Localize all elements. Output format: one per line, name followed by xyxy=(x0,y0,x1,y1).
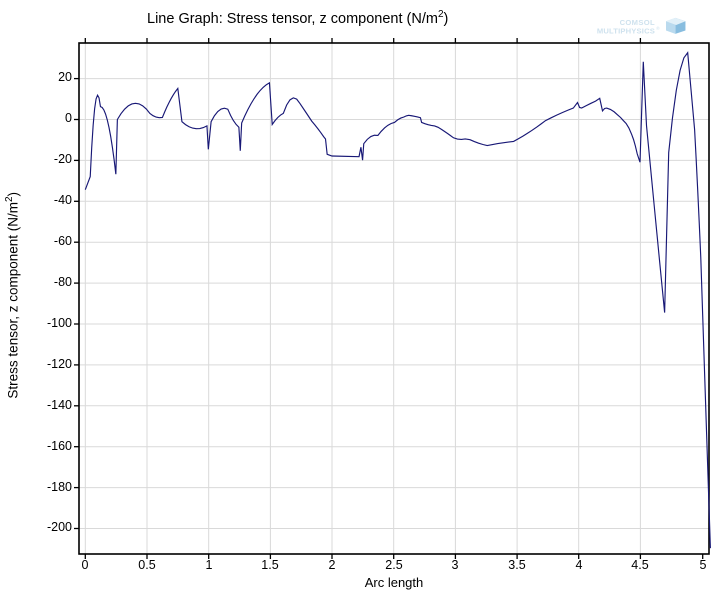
svg-text:®: ® xyxy=(656,25,660,31)
svg-text:MULTIPHYSICS: MULTIPHYSICS xyxy=(597,27,655,36)
